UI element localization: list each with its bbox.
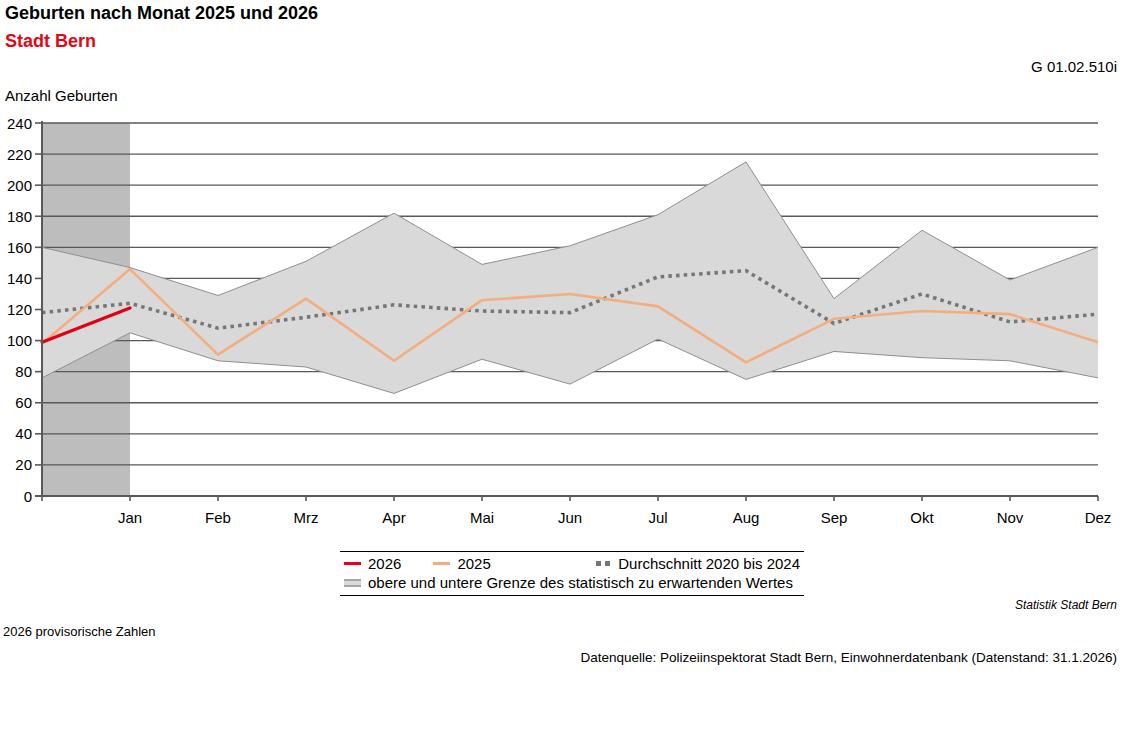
provisional-note: 2026 provisorische Zahlen bbox=[3, 624, 155, 639]
legend-band-swatch bbox=[344, 579, 361, 587]
y-tick-label: 40 bbox=[15, 425, 32, 442]
births-line-chart: 0 20 40 60 80 100 120 140 160 180 200 220 240 Jan Feb M… bbox=[0, 0, 1127, 739]
y-tick-label: 80 bbox=[15, 363, 32, 380]
y-tick-label: 180 bbox=[7, 208, 32, 225]
legend-row-series: 2026 2025 Durchschnitt 2020 bis 2024 bbox=[344, 554, 800, 573]
x-tick-label: Jul bbox=[648, 509, 667, 526]
y-tick-label: 220 bbox=[7, 146, 32, 163]
x-tick-label: Aug bbox=[733, 509, 760, 526]
y-axis-tick-labels: 0 20 40 60 80 100 120 140 160 180 200 220 240 bbox=[7, 115, 32, 505]
statistik-stadt-bern-credit: Statistik Stadt Bern bbox=[1015, 598, 1117, 612]
y-tick-label: 0 bbox=[24, 488, 32, 505]
datasource-note: Datenquelle: Polizeiinspektorat Stadt Be… bbox=[580, 650, 1117, 665]
y-tick-label: 60 bbox=[15, 394, 32, 411]
x-tick-label: Jun bbox=[558, 509, 582, 526]
y-tick-label: 200 bbox=[7, 177, 32, 194]
y-tick-label: 160 bbox=[7, 239, 32, 256]
y-tick-label: 120 bbox=[7, 301, 32, 318]
x-tick-label: Jan bbox=[118, 509, 142, 526]
x-tick-label: Mrz bbox=[294, 509, 319, 526]
legend-2026-line-swatch bbox=[344, 562, 361, 565]
legend-2025-label: 2025 bbox=[457, 555, 490, 572]
y-tick-label: 20 bbox=[15, 456, 32, 473]
x-tick-label: Apr bbox=[382, 509, 405, 526]
legend-row-band: obere und untere Grenze des statistisch … bbox=[344, 573, 800, 592]
legend-band-label: obere und untere Grenze des statistisch … bbox=[368, 574, 793, 591]
x-tick-label: Okt bbox=[910, 509, 934, 526]
chart-figure: Geburten nach Monat 2025 und 2026 Stadt … bbox=[0, 0, 1127, 739]
legend-average-label: Durchschnitt 2020 bis 2024 bbox=[618, 555, 800, 572]
legend-average-dots-swatch bbox=[596, 561, 610, 566]
y-tick-label: 100 bbox=[7, 332, 32, 349]
legend-2026-label: 2026 bbox=[368, 555, 401, 572]
x-tick-label: Sep bbox=[821, 509, 848, 526]
x-axis-tick-labels: Jan Feb Mrz Apr Mai Jun Jul Aug Sep Okt Nov Dez bbox=[118, 509, 1111, 526]
y-tick-label: 240 bbox=[7, 115, 32, 132]
x-tick-label: Feb bbox=[205, 509, 231, 526]
y-tick-label: 140 bbox=[7, 270, 32, 287]
legend-2025-line-swatch bbox=[433, 562, 450, 565]
x-tick-label: Nov bbox=[997, 509, 1024, 526]
chart-legend: 2026 2025 Durchschnitt 2020 bis 2024 obe… bbox=[340, 551, 804, 596]
x-tick-label: Mai bbox=[470, 509, 494, 526]
x-tick-label: Dez bbox=[1085, 509, 1112, 526]
